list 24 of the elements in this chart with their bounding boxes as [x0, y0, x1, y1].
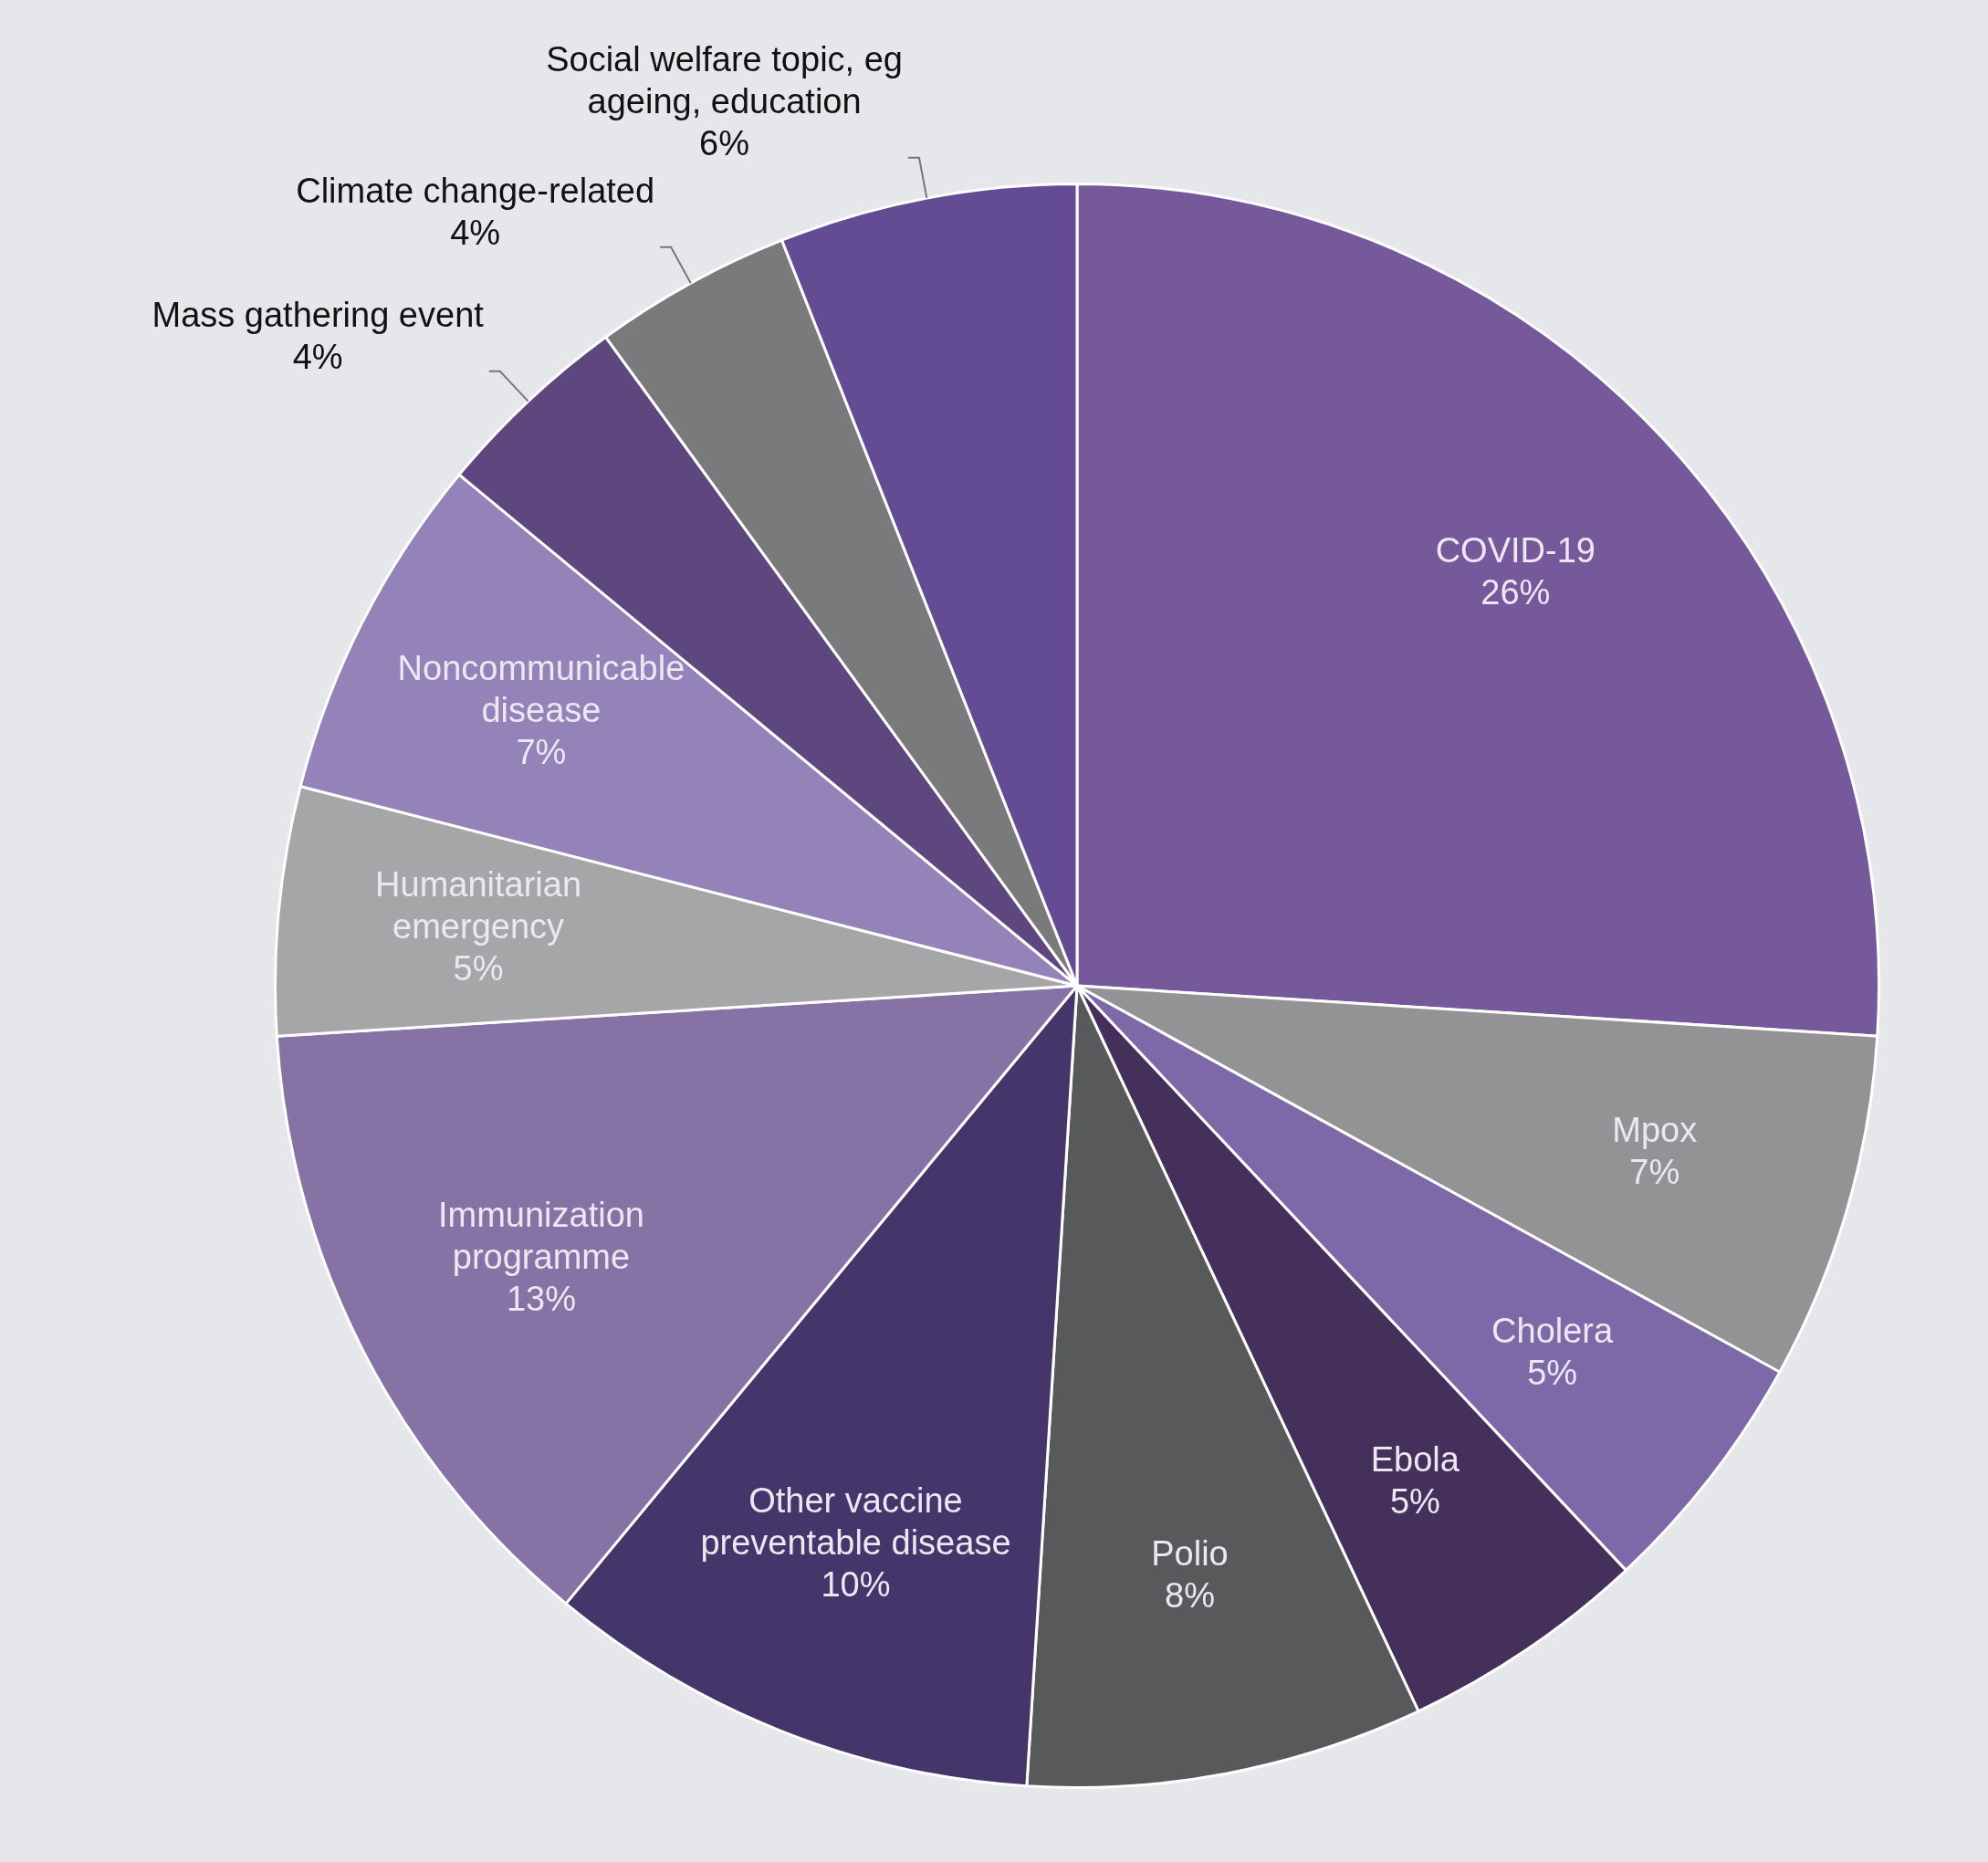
slice-label: Mass gathering event	[152, 296, 485, 335]
slice-label: COVID-19	[1435, 531, 1596, 570]
slice-label: Cholera	[1491, 1312, 1615, 1351]
data-label: 5%	[453, 949, 504, 989]
data-label: 7%	[1629, 1153, 1680, 1192]
data-label: 10%	[821, 1565, 891, 1605]
data-label: 5%	[1527, 1354, 1578, 1393]
slice-label: Social welfare topic, eg ageing, education	[546, 40, 903, 121]
data-label: 13%	[506, 1279, 576, 1318]
slice-label: Immunization programme	[437, 1195, 644, 1276]
slice-label: Polio	[1151, 1533, 1229, 1573]
slice-label: Climate change-related	[296, 172, 655, 211]
data-label: 7%	[516, 733, 567, 772]
data-label: 26%	[1481, 573, 1551, 612]
data-label: 4%	[450, 214, 501, 253]
data-label: 6%	[699, 124, 750, 163]
slice-label: Mpox	[1612, 1111, 1698, 1150]
slice-label: Ebola	[1370, 1440, 1460, 1480]
slice-label: Noncommunicable disease	[397, 649, 685, 730]
data-label: 5%	[1389, 1482, 1440, 1522]
slice-label: Humanitarian emergency	[375, 865, 582, 947]
slice-label: Other vaccine preventable disease	[700, 1481, 1011, 1563]
data-label: 4%	[292, 338, 343, 377]
data-label: 8%	[1165, 1575, 1215, 1615]
